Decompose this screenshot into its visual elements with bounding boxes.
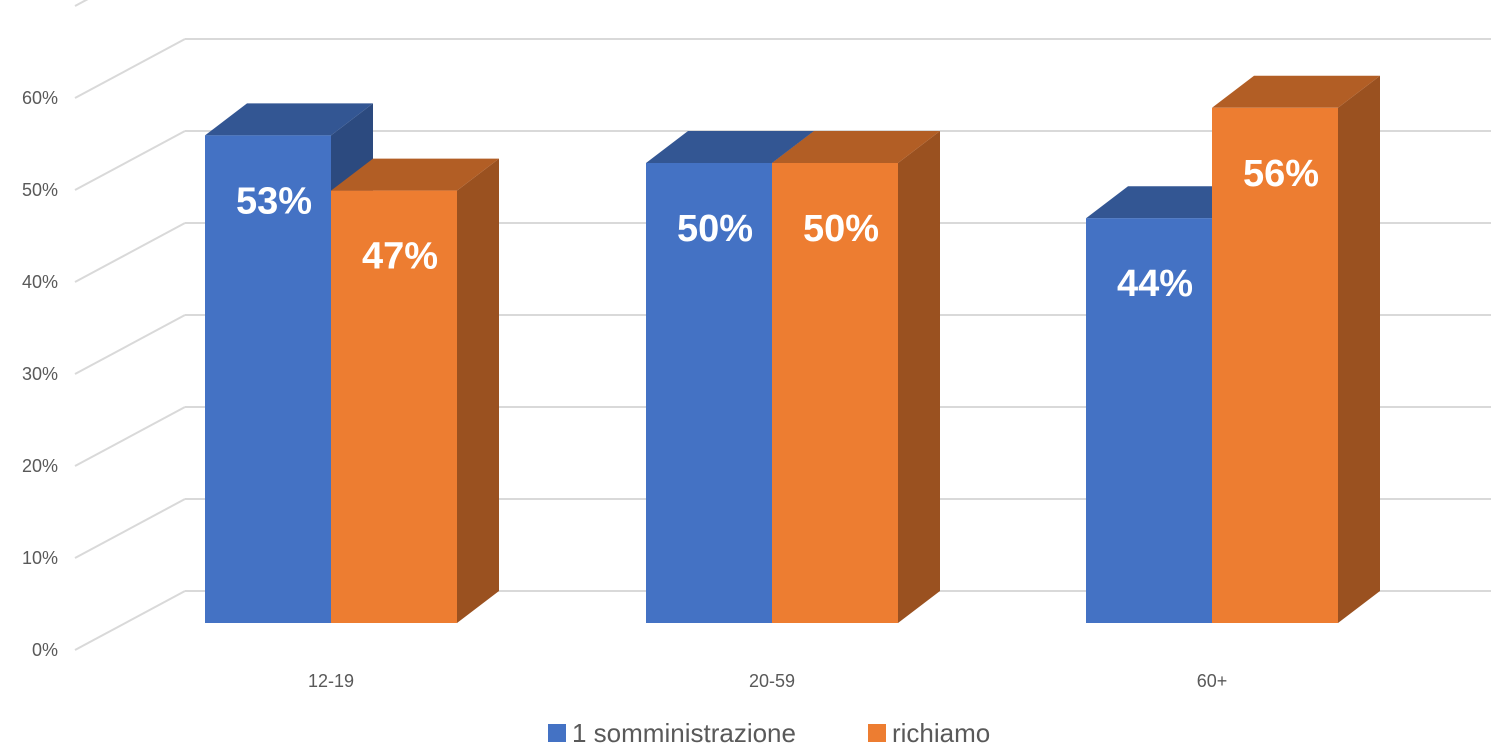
bar-front bbox=[1086, 218, 1212, 623]
bar-front bbox=[1212, 107, 1338, 624]
x-tick-label: 60+ bbox=[1197, 671, 1228, 691]
x-tick-label: 12-19 bbox=[308, 671, 354, 691]
data-label: 50% bbox=[677, 208, 753, 250]
data-label: 53% bbox=[236, 180, 312, 222]
legend: 1 somministrazione richiamo bbox=[548, 718, 990, 748]
gridline-side bbox=[74, 498, 186, 559]
data-label: 47% bbox=[362, 236, 438, 278]
bar-top bbox=[205, 103, 373, 136]
gridline-side bbox=[74, 314, 186, 375]
legend-swatch bbox=[548, 724, 566, 742]
legend-swatch bbox=[868, 724, 886, 742]
y-tick-label: 20% bbox=[22, 456, 58, 476]
gridline-side bbox=[74, 0, 89, 7]
bar-top bbox=[331, 158, 499, 191]
y-tick-label: 60% bbox=[22, 88, 58, 108]
y-tick-label: 50% bbox=[22, 180, 58, 200]
gridline-side bbox=[74, 38, 186, 99]
bar-front bbox=[331, 190, 457, 623]
x-tick-label: 20-59 bbox=[749, 671, 795, 691]
bar-1-1 bbox=[772, 131, 940, 623]
legend-label: richiamo bbox=[892, 718, 990, 748]
bar-side bbox=[1338, 75, 1380, 624]
bar-side bbox=[457, 158, 499, 623]
y-axis-ticks: 0% 10% 20% 30% 40% 50% 60% bbox=[22, 88, 58, 660]
bar-front bbox=[646, 163, 772, 623]
gridline-side bbox=[74, 406, 186, 467]
gridline-side bbox=[74, 222, 186, 283]
y-tick-label: 10% bbox=[22, 548, 58, 568]
bar-top bbox=[772, 131, 940, 163]
y-tick-label: 30% bbox=[22, 364, 58, 384]
data-label: 56% bbox=[1243, 153, 1319, 195]
gridline-side bbox=[74, 130, 186, 191]
bar-top bbox=[1212, 75, 1380, 108]
bar-front bbox=[205, 135, 331, 623]
bar-side bbox=[898, 131, 940, 623]
legend-label: 1 somministrazione bbox=[572, 718, 796, 748]
data-label: 44% bbox=[1117, 263, 1193, 305]
legend-item: richiamo bbox=[868, 718, 990, 748]
data-labels: 53% 47% 50% 50% 44% 56% bbox=[236, 153, 1319, 305]
y-tick-label: 0% bbox=[32, 640, 58, 660]
bar-top bbox=[646, 131, 814, 163]
legend-item: 1 somministrazione bbox=[548, 718, 796, 748]
bar-front bbox=[772, 163, 898, 623]
bar-2-1 bbox=[1212, 75, 1380, 624]
y-tick-label: 40% bbox=[22, 272, 58, 292]
bars bbox=[205, 75, 1380, 624]
gridline-side bbox=[74, 590, 186, 651]
x-axis-ticks: 12-19 20-59 60+ bbox=[308, 671, 1227, 691]
data-label: 50% bbox=[803, 208, 879, 250]
bar-0-1 bbox=[331, 158, 499, 623]
